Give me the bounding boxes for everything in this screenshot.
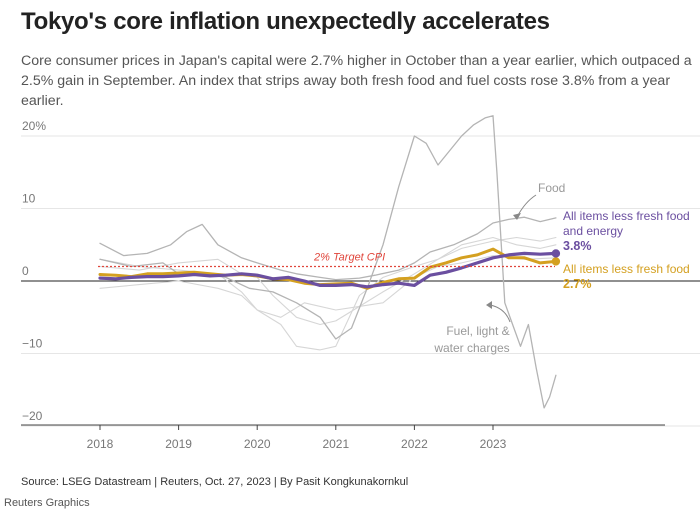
core-core-label-line1: All items less fresh food	[563, 209, 690, 223]
fuel-arrow-head	[486, 301, 492, 309]
core-label-line1: All items less fresh food	[563, 262, 690, 276]
page-title: Tokyo's core inflation unexpectedly acce…	[21, 8, 550, 35]
line-chart: 20% 10 0 −10 −20 2018 2019 2020 2021 2022 2023 2%…	[21, 115, 700, 451]
x-tick-label: 2018	[87, 437, 114, 451]
core-core-label-line2: and energy	[563, 224, 623, 238]
gridlines	[21, 135, 700, 427]
credit-note: Reuters Graphics	[4, 497, 90, 509]
series-line-other-item-b	[99, 236, 557, 326]
series-line-food	[99, 216, 557, 281]
x-tick-label: 2019	[165, 437, 192, 451]
x-tick-label: 2020	[244, 437, 271, 451]
series-line-all-items-less-fresh-food-and-energy	[98, 251, 558, 289]
target-line-group: 2% Target CPI	[98, 252, 555, 268]
series-end-dot-all-items-less-fresh-food	[551, 257, 561, 266]
source-note: Source: LSEG Datastream | Reuters, Oct. …	[21, 476, 409, 488]
fuel-arrow	[489, 304, 511, 323]
y-axis-ticks: 20% 10 0 −10 −20	[22, 119, 46, 423]
y-tick-label: −20	[22, 409, 43, 423]
x-axis-ticks: 2018 2019 2020 2021 2022 2023	[21, 424, 665, 451]
series-lines	[98, 115, 561, 409]
core-core-value: 3.8%	[563, 239, 592, 253]
y-tick-label: 0	[22, 264, 29, 278]
y-tick-label: 20%	[22, 119, 46, 133]
food-arrow-head	[513, 213, 521, 220]
core-value: 2.7%	[563, 277, 592, 291]
fuel-label-line2: water charges	[433, 341, 509, 355]
y-tick-label: −10	[22, 337, 43, 351]
series-line-fuel-light-water-charges	[99, 115, 557, 409]
chart-subtitle: Core consumer prices in Japan's capital …	[21, 53, 692, 109]
x-tick-label: 2023	[480, 437, 507, 451]
target-line-label: 2% Target CPI	[313, 252, 385, 264]
y-tick-label: 10	[22, 192, 36, 206]
series-line-other-item-c	[99, 255, 557, 318]
fuel-label-line1: Fuel, light &	[446, 324, 509, 338]
food-label: Food	[538, 181, 565, 195]
x-tick-label: 2022	[401, 437, 428, 451]
x-tick-label: 2021	[322, 437, 349, 451]
annotations: Food Fuel, light & water charges All items …	[433, 181, 689, 355]
series-end-dot-all-items-less-fresh-food-and-energy	[551, 249, 561, 258]
